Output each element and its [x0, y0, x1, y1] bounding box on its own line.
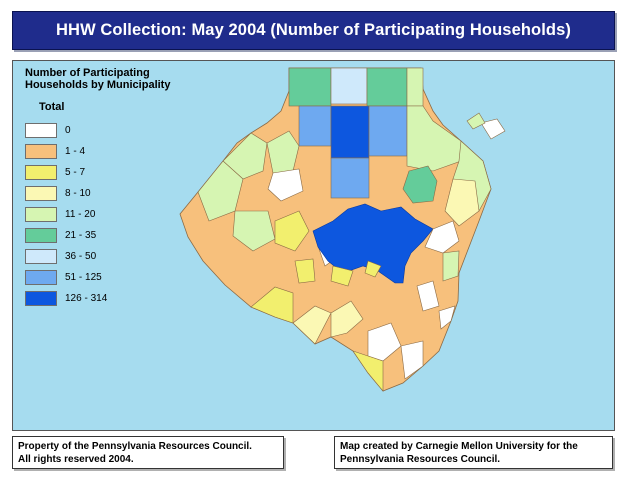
municipality: [368, 105, 408, 157]
legend-label: 51 - 125: [65, 272, 102, 283]
municipality: [406, 67, 424, 107]
municipality: [197, 160, 244, 222]
legend-label: 21 - 35: [65, 230, 97, 241]
municipality: [330, 157, 370, 199]
county-map: [179, 67, 506, 392]
legend-label: 1 - 4: [65, 146, 86, 157]
title-bar: HHW Collection: May 2004 (Number of Part…: [12, 11, 615, 50]
legend-item: 1 - 4: [25, 141, 205, 162]
legend-title-line1: Number of Participating: [25, 67, 150, 79]
municipality: [424, 220, 460, 254]
municipality: [416, 280, 440, 312]
legend-item: 11 - 20: [25, 204, 205, 225]
municipality: [288, 67, 332, 107]
municipality: [294, 258, 316, 284]
municipality: [250, 286, 294, 324]
municipality: [480, 118, 506, 140]
legend-label: 0: [65, 125, 71, 136]
legend-label: 36 - 50: [65, 251, 97, 262]
legend-swatch: [25, 123, 57, 138]
municipality: [330, 300, 364, 338]
municipality: [352, 350, 384, 392]
legend-swatch: [25, 144, 57, 159]
municipality: [400, 340, 424, 380]
legend-swatch: [25, 228, 57, 243]
municipality: [367, 322, 402, 362]
legend-swatch: [25, 207, 57, 222]
legend-item: 21 - 35: [25, 225, 205, 246]
map-legend: Number of Participating Households by Mu…: [25, 67, 205, 309]
legend-item: 8 - 10: [25, 183, 205, 204]
legend-label: 5 - 7: [65, 167, 86, 178]
legend-swatch: [25, 270, 57, 285]
credit-line2: Pennsylvania Resources Council.: [340, 454, 501, 465]
municipality: [266, 130, 300, 174]
municipality: [438, 305, 456, 330]
copyright-line1: Property of the Pennsylvania Resources C…: [18, 441, 252, 452]
legend-swatch: [25, 165, 57, 180]
legend-label: 126 - 314: [65, 293, 108, 304]
municipality: [364, 260, 382, 278]
legend-swatch: [25, 291, 57, 306]
legend-item: 5 - 7: [25, 162, 205, 183]
legend-subtitle: Total: [39, 101, 65, 113]
legend-item: 51 - 125: [25, 267, 205, 288]
municipality: [366, 67, 408, 107]
municipality: [330, 105, 370, 159]
legend-list: 0 1 - 4 5 - 7 8 - 10 11 - 20 21 - 35 36 …: [25, 120, 205, 309]
municipality: [330, 67, 368, 105]
map-title: HHW Collection: May 2004 (Number of Part…: [56, 21, 571, 39]
copyright-notice: Property of the Pennsylvania Resources C…: [12, 436, 284, 469]
legend-item: 0: [25, 120, 205, 141]
municipality: [402, 165, 438, 204]
municipality: [267, 168, 304, 202]
credit-notice: Map created by Carnegie Mellon Universit…: [334, 436, 613, 469]
municipality: [466, 112, 486, 130]
copyright-line2: All rights reserved 2004.: [18, 454, 134, 465]
municipality: [330, 265, 354, 287]
legend-label: 8 - 10: [65, 188, 91, 199]
municipality: [442, 250, 460, 282]
municipality: [444, 178, 480, 227]
map-frame: Number of Participating Households by Mu…: [12, 60, 615, 431]
legend-title-line2: Households by Municipality: [25, 79, 171, 91]
municipality: [298, 105, 332, 147]
credit-line1: Map created by Carnegie Mellon Universit…: [340, 441, 578, 452]
legend-label: 11 - 20: [65, 209, 96, 220]
legend-item: 36 - 50: [25, 246, 205, 267]
legend-item: 126 - 314: [25, 288, 205, 309]
municipality: [274, 210, 310, 252]
legend-swatch: [25, 249, 57, 264]
municipality: [232, 210, 276, 252]
legend-swatch: [25, 186, 57, 201]
